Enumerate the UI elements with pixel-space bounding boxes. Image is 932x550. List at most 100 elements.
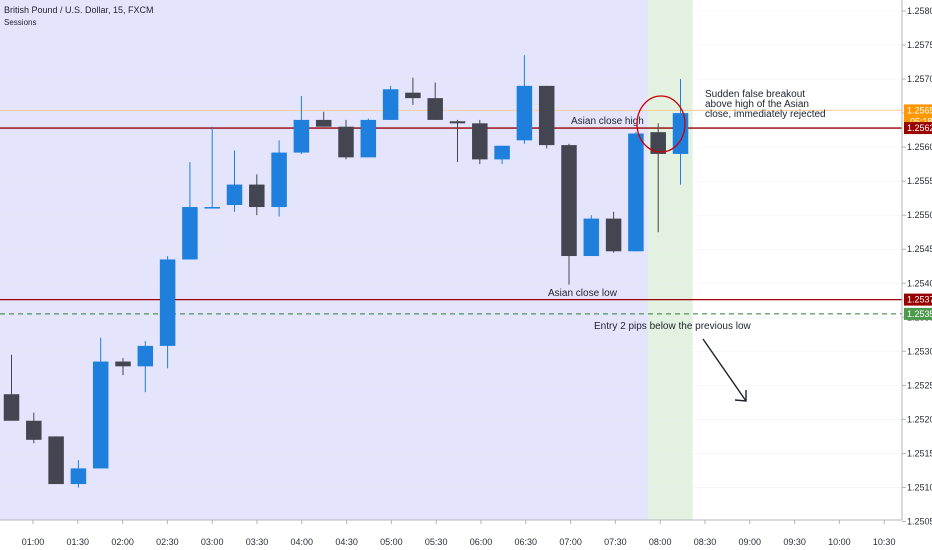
candle-body <box>26 420 42 440</box>
y-tick-label: 1.25800 <box>907 6 932 16</box>
candle-body <box>182 207 198 260</box>
annotation-line-2: above high of the Asian <box>705 99 809 110</box>
candle-body <box>3 394 20 421</box>
y-tick-label: 1.25450 <box>907 244 932 254</box>
x-tick-label: 03:30 <box>246 537 269 547</box>
x-tick-label: 02:30 <box>156 537 179 547</box>
candle-body <box>516 85 533 141</box>
asian-high-value: 1.25628 <box>907 123 932 133</box>
candle-body <box>561 145 577 257</box>
x-tick-label: 07:30 <box>604 537 627 547</box>
x-tick-label: 06:30 <box>515 537 538 547</box>
candle-body <box>449 121 466 124</box>
candle <box>628 132 644 252</box>
time-axis[interactable]: 01:00 01:30 02:00 02:30 03:00 03:30 04:00 04:30… <box>22 520 896 547</box>
candle <box>159 256 176 369</box>
candle <box>605 211 622 253</box>
candle-body <box>70 468 87 485</box>
price-axis-background <box>902 0 932 520</box>
candle <box>249 174 265 216</box>
candle-body <box>226 184 243 205</box>
y-tick-label: 1.25550 <box>907 176 932 186</box>
candle-body <box>338 126 354 158</box>
candle <box>538 85 555 149</box>
indicator-label[interactable]: Sessions <box>4 18 36 27</box>
asian-high-badge: 1.25628 <box>904 122 932 135</box>
y-tick-label: 1.25250 <box>907 380 932 390</box>
candle-body <box>494 145 510 160</box>
y-tick-label: 1.25400 <box>907 278 932 288</box>
x-tick-label: 02:00 <box>111 537 134 547</box>
candle-body <box>472 123 488 160</box>
asian-low-value: 1.25376 <box>907 295 932 305</box>
x-tick-label: 05:30 <box>425 537 448 547</box>
current-price-badge: 1.25654 05:18 <box>904 104 932 128</box>
price-levels <box>0 109 902 315</box>
london-session-background <box>648 0 693 520</box>
candle-body <box>405 92 421 99</box>
candle-body <box>672 113 689 154</box>
candle-body <box>204 207 220 209</box>
candle-body <box>628 133 644 252</box>
candle <box>48 436 64 485</box>
x-tick-label: 07:00 <box>559 537 582 547</box>
y-tick-label: 1.25200 <box>907 414 932 424</box>
candle <box>405 77 421 105</box>
breakout-highlight-circle <box>636 95 686 153</box>
candle <box>382 85 399 120</box>
candle <box>583 215 600 257</box>
x-tick-label: 10:30 <box>873 537 896 547</box>
candle <box>3 354 20 421</box>
candle-countdown: 05:18 <box>910 116 932 126</box>
asian-high-label: Asian close high <box>571 116 644 127</box>
candle-body <box>115 361 131 367</box>
candle-body <box>137 345 154 367</box>
candle <box>449 119 466 163</box>
candle <box>26 412 42 444</box>
entry-label: Entry 2 pips below the previous low <box>594 321 752 332</box>
candle <box>70 460 87 488</box>
x-tick-label: 09:00 <box>739 537 762 547</box>
x-tick-label: 08:30 <box>694 537 717 547</box>
x-tick-label: 10:00 <box>828 537 851 547</box>
x-tick-label: 01:00 <box>22 537 45 547</box>
entry-price-value: 1.25355 <box>907 309 932 319</box>
candle-body <box>92 361 109 469</box>
annotation-line-3: close, immediately rejected <box>705 109 826 120</box>
candle-body <box>159 259 176 346</box>
candle <box>92 337 109 469</box>
candle-body <box>315 119 332 127</box>
candle-body <box>650 132 666 154</box>
candle-body <box>249 184 265 208</box>
asian-low-label: Asian close low <box>548 288 618 299</box>
candle-body <box>427 98 443 120</box>
candle <box>115 358 131 376</box>
current-price-value: 1.25654 <box>907 105 932 115</box>
candle <box>315 111 332 127</box>
entry-price-badge: 1.25355 <box>904 307 932 320</box>
chart-title: British Pound / U.S. Dollar, 15, FXCM <box>4 5 154 15</box>
candle-body <box>293 119 310 153</box>
candle <box>271 140 287 217</box>
y-tick-label: 1.25300 <box>907 346 932 356</box>
y-tick-label: 1.25100 <box>907 482 932 492</box>
y-tick-label: 1.25050 <box>907 517 932 527</box>
candle <box>427 82 443 120</box>
candle <box>293 96 310 154</box>
candle-body <box>48 436 64 485</box>
y-tick-label: 1.25600 <box>907 142 932 152</box>
candle-body <box>583 218 600 257</box>
candlestick-series <box>3 55 689 488</box>
candle <box>561 143 577 285</box>
y-tick-label: 1.25500 <box>907 210 932 220</box>
x-tick-label: 03:00 <box>201 537 224 547</box>
candle <box>472 119 488 165</box>
candle <box>650 123 666 233</box>
x-tick-label: 01:30 <box>67 537 90 547</box>
x-tick-label: 04:30 <box>335 537 358 547</box>
down-arrow <box>702 338 747 402</box>
x-tick-label: 09:30 <box>783 537 806 547</box>
candle-body <box>538 85 555 146</box>
time-axis-background <box>0 520 932 550</box>
